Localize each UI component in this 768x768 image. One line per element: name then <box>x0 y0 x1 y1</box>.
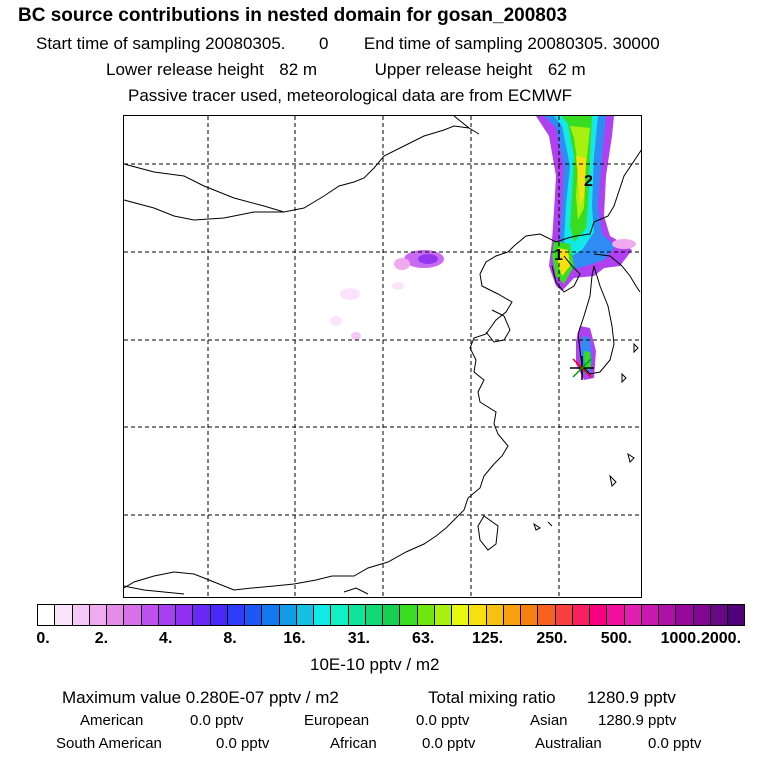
region-asian-name: Asian <box>530 712 568 729</box>
sampling-end-label: End time of sampling <box>363 34 523 53</box>
color-bar-cell <box>158 605 176 625</box>
color-bar-cell <box>676 605 694 625</box>
color-bar-cell <box>452 605 470 625</box>
color-bar-cell <box>331 605 349 625</box>
color-bar-units: 10E-10 pptv / m2 <box>310 655 440 674</box>
color-bar-cell <box>434 605 452 625</box>
color-bar-cell <box>227 605 245 625</box>
total-mixing-ratio: Total mixing ratio 1280.9 pptv <box>428 688 676 708</box>
lat-lon-grid <box>124 116 641 597</box>
color-bar-cell <box>296 605 314 625</box>
map-panel: 1 2 <box>123 115 642 598</box>
color-bar-cell <box>348 605 366 625</box>
color-bar-tick-label: 500. <box>600 630 632 647</box>
region-american-name: American <box>80 712 144 729</box>
max-value-label: Maximum value <box>62 688 182 707</box>
region-european-value: 0.0 pptv <box>416 712 470 729</box>
color-bar-cell <box>72 605 90 625</box>
color-bar-cell <box>107 605 125 625</box>
max-value: Maximum value 0.280E-07 pptv / m2 <box>62 688 339 708</box>
color-bar-tick-label: 2000. <box>700 630 742 647</box>
color-bar-cell <box>521 605 539 625</box>
map-canvas <box>124 116 641 597</box>
color-bar-cell <box>469 605 487 625</box>
color-bar-cell <box>38 605 56 625</box>
color-bar-cell <box>572 605 590 625</box>
color-bar-cell <box>55 605 73 625</box>
sampling-start-time: 0 <box>318 34 329 53</box>
region-african-value: 0.0 pptv <box>422 735 476 752</box>
color-bar-cell <box>607 605 625 625</box>
region-american-value: 0.0 pptv <box>190 712 244 729</box>
color-bar-cell <box>210 605 228 625</box>
color-bar-tick-label: 63. <box>412 630 435 647</box>
color-bar-tick-label: 31. <box>347 630 370 647</box>
total-value: 1280.9 pptv <box>587 688 676 707</box>
color-bar-cell <box>141 605 159 625</box>
color-bar-cell <box>503 605 521 625</box>
color-bar-tick-label: 250. <box>536 630 568 647</box>
color-bar-cell <box>365 605 383 625</box>
sampling-times: Start time of sampling 20080305. 0 End t… <box>36 34 660 54</box>
color-bar-cell <box>555 605 573 625</box>
lower-release-value: 82 m <box>279 60 318 79</box>
plot-title: BC source contributions in nested domain… <box>18 5 568 26</box>
marker-1: 1 <box>554 247 563 264</box>
color-bar-cell <box>383 605 401 625</box>
upper-release-value: 62 m <box>547 60 586 79</box>
color-bar-tick-label: 4. <box>159 630 173 647</box>
upper-release-label: Upper release height <box>374 60 533 79</box>
color-bar <box>37 604 745 626</box>
color-bar-cell <box>124 605 142 625</box>
color-bar-cell <box>728 605 745 625</box>
color-bar-tick-label: 1000. <box>660 630 701 647</box>
marker-2: 2 <box>584 173 593 190</box>
total-label: Total mixing ratio <box>428 688 556 707</box>
max-value-number: 0.280E-07 pptv / m2 <box>185 688 339 707</box>
color-bar-cell <box>659 605 677 625</box>
color-bar-cell <box>693 605 711 625</box>
color-bar-tick-label: 16. <box>283 630 306 647</box>
region-european-name: European <box>304 712 370 729</box>
color-bar-cell <box>417 605 435 625</box>
color-bar-tick-label: 125. <box>471 630 504 647</box>
color-bar-tick-label: 2. <box>94 630 109 647</box>
region-australian-value: 0.0 pptv <box>648 735 702 752</box>
color-bar-tick-label: 0. <box>36 630 50 647</box>
region-south-american-value: 0.0 pptv <box>216 735 270 752</box>
sampling-start-label: Start time of sampling <box>36 34 201 53</box>
sampling-start-value: 20080305. <box>205 34 286 53</box>
region-australian-name: Australian <box>535 735 602 752</box>
color-bar-cell <box>590 605 608 625</box>
star-asterisk-icon <box>570 356 594 380</box>
coastlines <box>124 116 641 595</box>
color-bar-cell <box>641 605 659 625</box>
color-bar-cell <box>245 605 263 625</box>
region-south-american-name: South American <box>56 735 162 752</box>
sampling-end-value: 20080305. 30000 <box>527 34 660 53</box>
color-bar-cell <box>400 605 418 625</box>
color-bar-cell <box>538 605 556 625</box>
lower-release-label: Lower release height <box>106 60 264 79</box>
release-heights: Lower release height 82 m Upper release … <box>106 60 586 80</box>
color-bar-cell <box>624 605 642 625</box>
region-african-name: African <box>330 735 377 752</box>
color-bar-cell <box>279 605 297 625</box>
color-bar-cell <box>314 605 332 625</box>
color-bar-tick-label: 8. <box>223 630 237 647</box>
color-bar-cell <box>262 605 280 625</box>
color-bar-cell <box>193 605 211 625</box>
region-asian-value: 1280.9 pptv <box>598 712 677 729</box>
color-bar-cell <box>710 605 728 625</box>
color-bar-cell <box>176 605 194 625</box>
tracer-note: Passive tracer used, meteorological data… <box>128 86 573 105</box>
color-bar-cell <box>486 605 504 625</box>
color-bar-cell <box>89 605 107 625</box>
